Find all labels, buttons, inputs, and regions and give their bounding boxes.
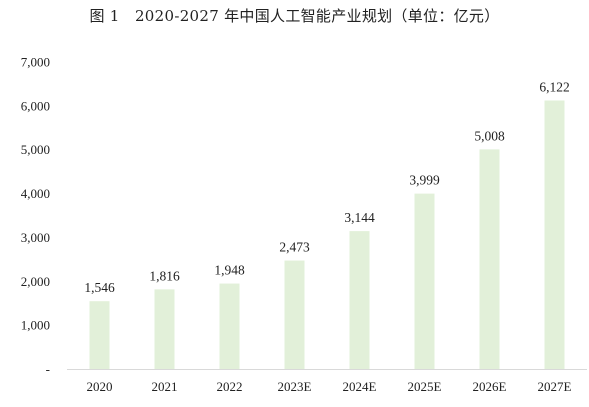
x-category-label: 2020 xyxy=(87,379,113,394)
y-tick-label: 3,000 xyxy=(21,230,50,245)
x-axis-categories: 2020 2021 2022 2023E 2024E 2025E 2026E 2027E xyxy=(87,379,572,394)
data-labels: 1,546 1,816 1,948 2,473 3,144 3,999 5,008 6,122 xyxy=(84,80,569,296)
bar xyxy=(89,301,110,369)
bar xyxy=(479,149,500,369)
y-tick-label: 2,000 xyxy=(21,274,50,289)
y-tick-label: 5,000 xyxy=(21,142,50,157)
x-category-label: 2025E xyxy=(408,379,442,394)
data-label: 6,122 xyxy=(539,80,569,95)
x-category-label: 2024E xyxy=(343,379,377,394)
data-label: 5,008 xyxy=(474,128,505,143)
y-tick-label: 1,000 xyxy=(21,318,50,333)
y-axis-ticks: - 1,000 2,000 3,000 4,000 5,000 6,000 7,000 xyxy=(21,55,50,377)
data-label: 2,473 xyxy=(279,240,310,255)
bar xyxy=(349,231,370,369)
x-category-label: 2022 xyxy=(217,379,243,394)
bars xyxy=(89,100,565,370)
data-label: 1,948 xyxy=(214,263,245,278)
data-label: 1,546 xyxy=(84,280,115,295)
y-tick-label: - xyxy=(46,362,50,377)
y-tick-label: 6,000 xyxy=(21,98,50,113)
x-category-label: 2021 xyxy=(152,379,178,394)
bar xyxy=(544,100,565,370)
bar xyxy=(414,193,435,369)
bar xyxy=(284,260,305,369)
y-tick-label: 4,000 xyxy=(21,186,50,201)
y-tick-label: 7,000 xyxy=(21,55,50,70)
bar xyxy=(154,289,175,369)
data-label: 3,144 xyxy=(344,210,375,225)
x-category-label: 2023E xyxy=(278,379,312,394)
x-category-label: 2027E xyxy=(538,379,572,394)
bar xyxy=(219,283,240,369)
x-category-label: 2026E xyxy=(473,379,507,394)
chart-title: 图 1 2020-2027 年中国人工智能产业规划（单位：亿元） xyxy=(89,7,500,25)
data-label: 1,816 xyxy=(149,268,180,283)
data-label: 3,999 xyxy=(409,173,440,188)
